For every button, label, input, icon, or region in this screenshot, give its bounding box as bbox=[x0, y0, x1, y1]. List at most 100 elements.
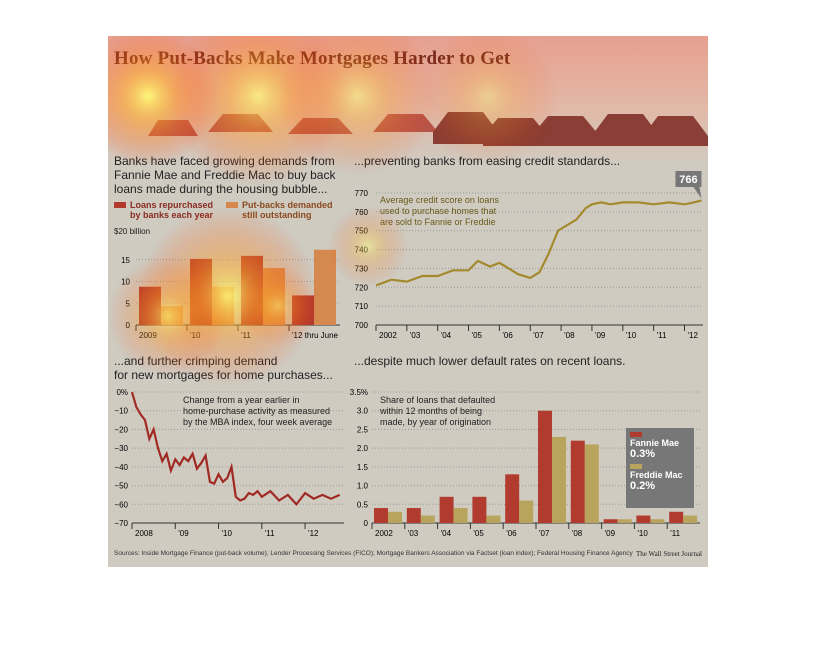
bar bbox=[212, 286, 234, 325]
y-tick-label: 10 bbox=[121, 278, 130, 287]
y-tick-label: 710 bbox=[355, 302, 369, 311]
bar bbox=[519, 500, 534, 523]
legend-line1: Put-backs demanded bbox=[242, 200, 333, 210]
bar bbox=[263, 268, 285, 325]
note-line: Change from a year earlier in bbox=[183, 395, 300, 405]
panel2-subhead: ...preventing banks from easing credit s… bbox=[354, 154, 621, 168]
bar bbox=[636, 515, 651, 523]
bar bbox=[617, 519, 632, 523]
x-tick-label: '06 bbox=[502, 331, 513, 340]
legend-value: 0.3% bbox=[630, 448, 656, 460]
y-tick-label: 720 bbox=[355, 283, 369, 292]
x-tick-label: 2002 bbox=[375, 529, 393, 538]
x-tick-label: 2009 bbox=[139, 331, 157, 340]
panel3-note: Change from a year earlier in home-purch… bbox=[183, 395, 332, 428]
legend-swatch-orange bbox=[226, 202, 238, 208]
bar bbox=[570, 440, 585, 523]
legend-name: Fannie Mae bbox=[630, 438, 680, 448]
subhead-line: ...and further crimping demand bbox=[114, 354, 278, 368]
y-tick-label: 3.0 bbox=[357, 407, 369, 416]
panel1-subhead: Banks have faced growing demands from Fa… bbox=[114, 154, 336, 196]
x-tick-label: '09 bbox=[605, 529, 616, 538]
page-title: How Put-Backs Make Mortgages Harder to G… bbox=[114, 48, 511, 69]
y-tick-label: 1.0 bbox=[357, 482, 369, 491]
infographic: How Put-Backs Make Mortgages Harder to G… bbox=[108, 36, 708, 567]
y-tick-label: 0 bbox=[364, 519, 369, 528]
y-tick-label: 3.5% bbox=[350, 388, 368, 397]
bar bbox=[406, 508, 421, 523]
panel1-legend-putbacks: Put-backs demanded still outstanding bbox=[226, 200, 333, 220]
x-tick-label: '05 bbox=[472, 331, 483, 340]
bar bbox=[453, 508, 468, 523]
note-line: used to purchase homes that bbox=[380, 206, 497, 216]
y-tick-label: −20 bbox=[114, 425, 128, 434]
x-tick-label: '10 bbox=[637, 529, 648, 538]
bar bbox=[650, 519, 665, 523]
y-tick-label: 750 bbox=[355, 227, 369, 236]
x-tick-label: '11 bbox=[657, 331, 667, 340]
x-tick-label: '11 bbox=[265, 529, 275, 538]
x-tick-label: '09 bbox=[178, 529, 189, 538]
y-tick-label: −50 bbox=[114, 482, 128, 491]
y-tick-label: 770 bbox=[355, 189, 369, 198]
legend-name: Freddie Mac bbox=[630, 470, 683, 480]
x-tick-label: '03 bbox=[408, 529, 419, 538]
x-tick-label: '03 bbox=[410, 331, 421, 340]
publisher-credit: The Wall Street Journal bbox=[636, 550, 702, 558]
bar bbox=[669, 511, 684, 523]
legend-swatch-gold bbox=[630, 464, 642, 469]
y-tick-label: 15 bbox=[121, 256, 130, 265]
y-tick-label: 2.0 bbox=[357, 444, 369, 453]
x-tick-label: '05 bbox=[473, 529, 484, 538]
x-tick-label: '04 bbox=[441, 529, 452, 538]
bar bbox=[420, 515, 435, 523]
note-line: made, by year of origination bbox=[380, 417, 492, 427]
y-tick-label: 2.5 bbox=[357, 425, 369, 434]
x-tick-label: '11 bbox=[241, 331, 251, 340]
x-tick-label: '06 bbox=[506, 529, 517, 538]
x-tick-label: '12 bbox=[687, 331, 698, 340]
bar bbox=[584, 444, 599, 523]
legend-value: 0.2% bbox=[630, 480, 656, 492]
y-tick-label: −10 bbox=[114, 407, 128, 416]
x-tick-label: '11 bbox=[670, 529, 680, 538]
y-tick-label: −40 bbox=[114, 463, 128, 472]
x-tick-label: '09 bbox=[595, 331, 606, 340]
y-tick-label: 0% bbox=[116, 388, 128, 397]
panel3-subhead: ...and further crimping demand for new m… bbox=[114, 354, 344, 382]
bar bbox=[161, 306, 183, 325]
note-line: home-purchase activity as measured bbox=[183, 406, 331, 416]
x-tick-label: 2008 bbox=[135, 529, 153, 538]
y-tick-label: −60 bbox=[114, 500, 128, 509]
bar bbox=[292, 295, 314, 325]
panel4-note: Share of loans that defaulted within 12 … bbox=[380, 395, 495, 428]
y-tick-label: 700 bbox=[355, 321, 369, 330]
panel1-chart: 0 5 10 15 2009 '10 '11 '12 thru June bbox=[121, 249, 340, 340]
note-line: Average credit score on loans bbox=[380, 195, 499, 205]
bar bbox=[388, 511, 402, 523]
note-line: Share of loans that defaulted bbox=[380, 395, 496, 405]
x-tick-label: 2002 bbox=[379, 331, 397, 340]
bar bbox=[139, 286, 161, 325]
legend-line1: Loans repurchased bbox=[130, 200, 214, 210]
x-tick-label: '08 bbox=[564, 331, 575, 340]
bar bbox=[190, 258, 212, 325]
y-tick-label: 5 bbox=[126, 299, 131, 308]
bar bbox=[241, 255, 263, 325]
legend-line2: by banks each year bbox=[130, 210, 214, 220]
y-tick-label: −30 bbox=[114, 444, 128, 453]
y-tick-label: 760 bbox=[355, 208, 369, 217]
bar bbox=[439, 496, 454, 523]
subhead-line: for new mortgages for home purchases... bbox=[114, 368, 333, 382]
x-tick-label: '10 bbox=[626, 331, 637, 340]
callout-value: 766 bbox=[679, 174, 697, 186]
x-tick-label: '08 bbox=[572, 529, 583, 538]
x-tick-label: '10 bbox=[190, 331, 201, 340]
panel4-legend-box: Fannie Mae 0.3% Freddie Mac 0.2% bbox=[626, 428, 694, 508]
panel4-subhead: ...despite much lower default rates on r… bbox=[354, 354, 626, 368]
x-tick-label: '12 bbox=[308, 529, 319, 538]
x-tick-label: '07 bbox=[539, 529, 550, 538]
y-tick-label: 0 bbox=[126, 321, 131, 330]
note-line: within 12 months of being bbox=[380, 406, 483, 416]
bar bbox=[505, 474, 520, 523]
